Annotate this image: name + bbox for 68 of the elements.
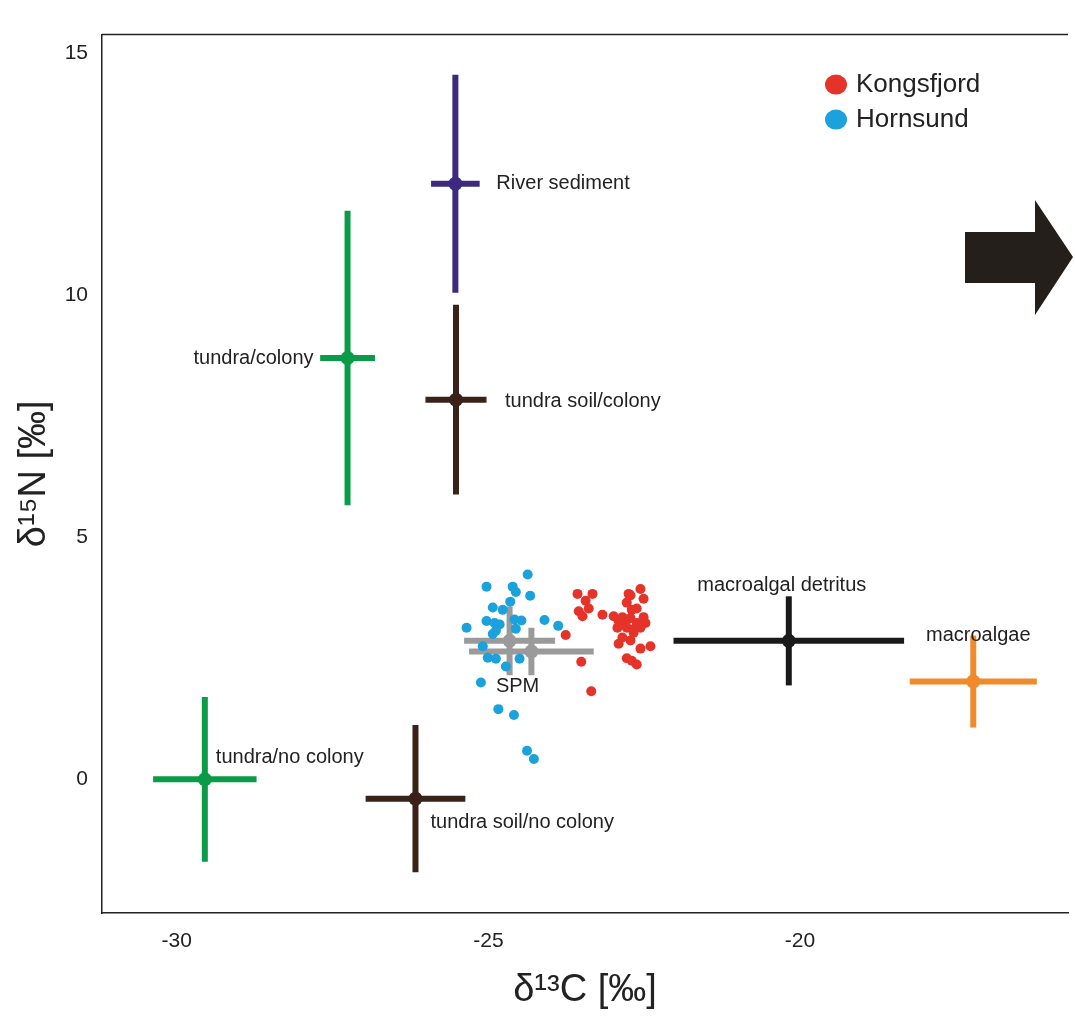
x-axis-title: δ¹³C [‰]	[513, 966, 657, 1009]
series-label: tundra/colony	[193, 345, 314, 368]
text: macroalgae	[926, 623, 1031, 646]
point	[477, 641, 488, 652]
point	[586, 686, 597, 697]
text: tundra soil/colony	[504, 389, 661, 412]
y-tick-label: 5	[76, 524, 88, 548]
point	[448, 176, 463, 191]
point	[645, 641, 656, 652]
point	[635, 584, 646, 595]
point	[597, 609, 608, 620]
point	[497, 604, 508, 615]
point	[510, 623, 521, 634]
point	[522, 569, 533, 580]
point	[553, 620, 564, 631]
point	[505, 596, 516, 607]
point	[461, 622, 472, 633]
point	[631, 659, 642, 670]
point	[514, 653, 525, 664]
legend-label: Hornsund	[856, 102, 969, 133]
point	[576, 656, 587, 667]
point	[508, 709, 519, 720]
point	[560, 630, 571, 641]
point	[635, 643, 646, 654]
point	[340, 351, 355, 366]
series-label: tundra soil/no colony	[430, 810, 614, 833]
point	[577, 611, 588, 622]
point	[966, 674, 981, 689]
point	[524, 644, 539, 659]
series-label: SPM	[495, 674, 540, 697]
y-tick-label: 0	[76, 766, 88, 790]
point	[448, 392, 463, 407]
point	[539, 615, 550, 626]
point	[522, 745, 533, 756]
point	[625, 635, 636, 646]
legend-label: Kongsfjord	[856, 67, 981, 98]
x-tick-label: -25	[473, 928, 504, 952]
x-tick-label: -30	[161, 928, 192, 952]
point	[626, 604, 637, 615]
point	[583, 603, 594, 614]
y-tick-label: 10	[64, 281, 88, 305]
point	[487, 629, 498, 640]
point	[481, 581, 492, 592]
y-axis-title: δ¹⁵N [‰]	[11, 400, 54, 548]
point	[493, 704, 504, 715]
point	[781, 633, 796, 648]
point	[502, 633, 517, 648]
point	[572, 588, 583, 599]
point	[197, 772, 212, 787]
series-label: River sediment	[496, 171, 631, 194]
point	[638, 593, 649, 604]
point	[490, 653, 501, 664]
text: macroalgal detritus	[697, 573, 867, 596]
point	[510, 586, 521, 597]
point	[621, 597, 632, 608]
point	[528, 754, 539, 765]
point	[487, 602, 498, 613]
point	[500, 661, 511, 672]
point	[525, 590, 536, 601]
point	[612, 622, 623, 633]
point	[613, 638, 624, 649]
point	[587, 588, 598, 599]
y-tick-label: 15	[64, 39, 88, 63]
point	[408, 791, 423, 806]
point	[475, 677, 486, 688]
series-label: tundra/no colony	[215, 744, 364, 767]
x-tick-label: -20	[784, 928, 816, 952]
point	[516, 615, 527, 626]
